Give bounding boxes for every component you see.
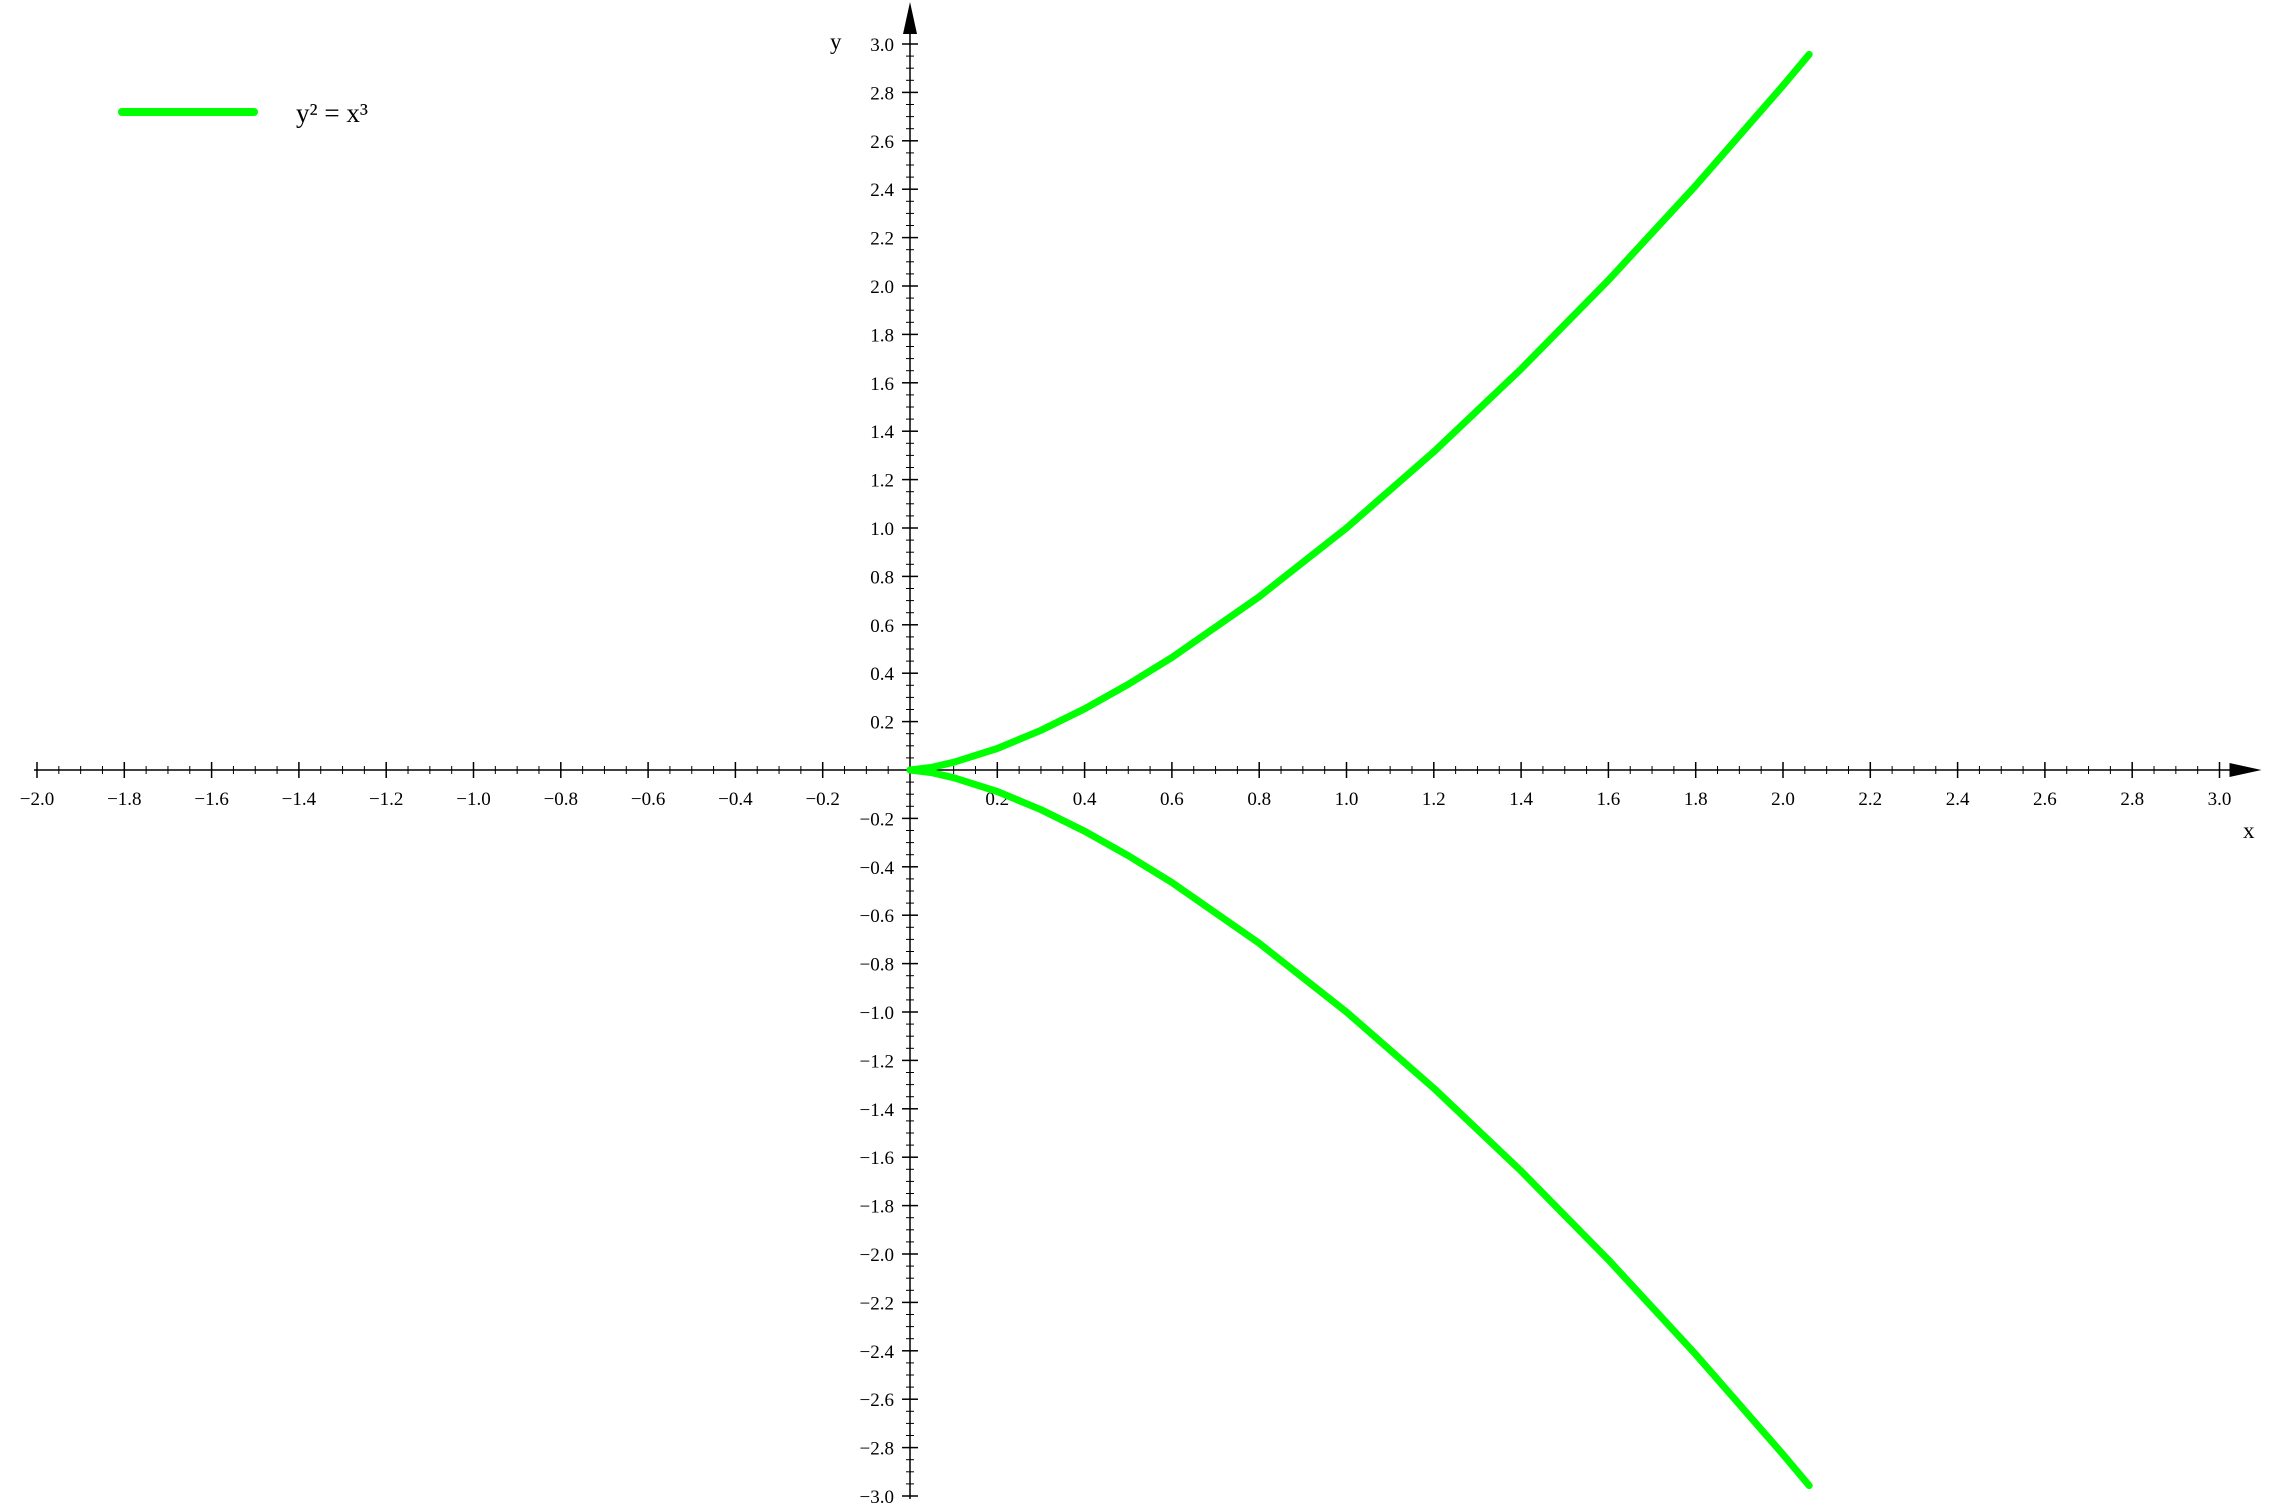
- x-tick-label: 1.8: [1684, 789, 1708, 810]
- y-tick-label: −1.8: [860, 1197, 894, 1218]
- y-axis-label: y: [830, 29, 842, 54]
- x-axis-arrow: [2229, 763, 2262, 777]
- y-tick-label: 2.4: [870, 180, 894, 201]
- x-tick-label: −2.0: [20, 789, 54, 810]
- x-tick-label: 1.2: [1422, 789, 1446, 810]
- y-axis-arrow: [903, 2, 917, 34]
- y-tick-label: −0.6: [860, 906, 894, 927]
- x-tick-label: −0.4: [718, 789, 753, 810]
- x-tick-label: 0.4: [1073, 789, 1097, 810]
- x-tick-label: −1.8: [107, 789, 141, 810]
- series-group: [906, 50, 1813, 1490]
- y-tick-label: −2.8: [860, 1439, 894, 1460]
- x-tick-label: −0.2: [805, 789, 839, 810]
- ticks: −2.0 −1.8 −1.6 −1.4 −1.2 −1.0 −0.8 −0.6 −0.4 −0.2…: [20, 35, 2232, 1508]
- curve-upper-branch: [906, 50, 1813, 774]
- y-tick-label: 1.0: [870, 519, 894, 540]
- y-tick-label: 2.2: [870, 229, 894, 250]
- x-tick-label: 0.6: [1160, 789, 1184, 810]
- x-tick-label: −1.2: [369, 789, 403, 810]
- y-tick-label: 0.8: [870, 567, 894, 588]
- y-tick-label: 1.6: [870, 374, 894, 395]
- y-tick-label: 0.2: [870, 713, 894, 734]
- y-tick-label: −2.6: [860, 1390, 894, 1411]
- x-tick-label: 1.4: [1509, 789, 1533, 810]
- curve-lower-branch: [906, 766, 1813, 1490]
- y-tick-label: 1.4: [870, 422, 894, 443]
- y-tick-label: 1.8: [870, 325, 894, 346]
- legend: y² = x³: [118, 98, 368, 128]
- x-tick-label: 2.4: [1946, 789, 1970, 810]
- y-tick-label: −3.0: [860, 1487, 894, 1508]
- y-tick-label: 3.0: [870, 35, 894, 56]
- x-tick-label: −1.4: [282, 789, 317, 810]
- y-tick-label: −1.6: [860, 1148, 894, 1169]
- axes: [34, 2, 2262, 1499]
- x-tick-label: 0.8: [1247, 789, 1271, 810]
- y-tick-label: 2.0: [870, 277, 894, 298]
- y-tick-label: −0.8: [860, 955, 894, 976]
- x-tick-label: 1.0: [1335, 789, 1359, 810]
- y-tick-label: −0.4: [860, 858, 895, 879]
- legend-label: y² = x³: [296, 98, 368, 128]
- x-tick-label: −1.6: [194, 789, 228, 810]
- y-tick-label: 1.2: [870, 471, 894, 492]
- y-tick-label: −0.2: [860, 809, 894, 830]
- y-tick-label: 2.8: [870, 83, 894, 104]
- x-tick-label: 2.0: [1771, 789, 1795, 810]
- y-tick-label: −1.0: [860, 1003, 894, 1024]
- y-tick-label: 0.6: [870, 616, 894, 637]
- y-tick-label: 0.4: [870, 664, 894, 685]
- x-tick-label: 1.6: [1597, 789, 1621, 810]
- y-tick-label: −2.0: [860, 1245, 894, 1266]
- x-tick-label: −0.8: [544, 789, 578, 810]
- y-tick-label: 2.6: [870, 132, 894, 153]
- y-tick-label: −2.4: [860, 1342, 895, 1363]
- x-tick-label: 3.0: [2208, 789, 2232, 810]
- x-tick-label: 2.8: [2120, 789, 2144, 810]
- y-tick-label: −2.2: [860, 1293, 894, 1314]
- x-tick-label: 2.6: [2033, 789, 2057, 810]
- x-tick-label: −1.0: [456, 789, 490, 810]
- y-tick-label: −1.2: [860, 1051, 894, 1072]
- y-tick-label: −1.4: [860, 1100, 895, 1121]
- x-tick-label: −0.6: [631, 789, 665, 810]
- x-tick-label: 2.2: [1858, 789, 1882, 810]
- x-axis-label: x: [2243, 818, 2255, 843]
